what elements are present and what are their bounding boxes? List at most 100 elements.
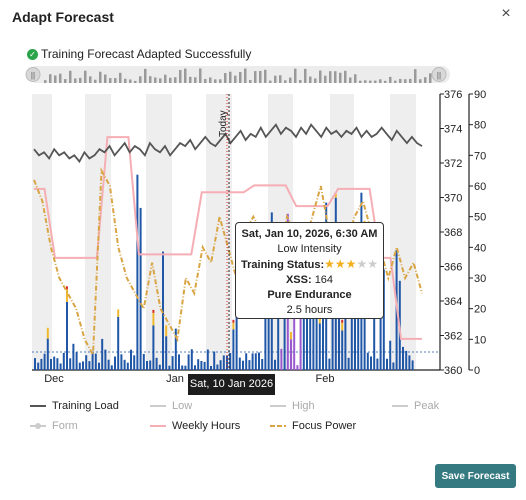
workout-bar[interactable] (283, 307, 286, 370)
workout-bar[interactable] (181, 365, 184, 371)
workout-bar[interactable] (386, 358, 388, 370)
workout-bar[interactable] (379, 291, 382, 370)
save-forecast-button[interactable]: Save Forecast (435, 464, 516, 488)
workout-bar[interactable] (117, 316, 120, 370)
workout-bar[interactable] (219, 360, 222, 370)
workout-bar[interactable] (101, 338, 104, 370)
workout-bar[interactable] (46, 338, 49, 370)
workout-bar[interactable] (376, 358, 379, 370)
workout-bar[interactable] (168, 365, 171, 370)
workout-bar[interactable] (75, 352, 78, 370)
workout-bar[interactable] (85, 355, 88, 370)
workout-bar[interactable] (72, 343, 75, 370)
workout-bar[interactable] (226, 355, 228, 370)
workout-bar[interactable] (238, 357, 241, 370)
workout-bar[interactable] (78, 362, 81, 370)
workout-bar[interactable] (411, 360, 414, 370)
legend-weekly-hours[interactable]: Weekly Hours (150, 420, 240, 432)
legend-form[interactable]: Form (30, 420, 78, 432)
workout-bar[interactable] (392, 362, 395, 371)
workout-bar[interactable] (405, 350, 408, 370)
workout-bar[interactable] (187, 354, 190, 370)
workout-bar[interactable] (280, 348, 283, 370)
workout-bar[interactable] (245, 353, 248, 370)
workout-bar[interactable] (190, 349, 193, 370)
workout-bar[interactable] (235, 307, 238, 370)
workout-bar[interactable] (402, 346, 404, 370)
workout-bar[interactable] (242, 360, 244, 370)
workout-bar[interactable] (146, 361, 148, 370)
workout-bar[interactable] (222, 355, 225, 370)
legend-high[interactable]: High (270, 400, 315, 412)
workout-bar[interactable] (357, 309, 360, 370)
workout-bar[interactable] (171, 356, 174, 370)
workout-bar[interactable] (158, 364, 161, 370)
workout-bar[interactable] (126, 362, 129, 370)
workout-bar[interactable] (88, 361, 91, 370)
workout-bar[interactable] (136, 174, 139, 370)
workout-bar[interactable] (120, 354, 123, 370)
workout-bar[interactable] (338, 303, 340, 370)
workout-bar[interactable] (149, 360, 152, 371)
workout-bar[interactable] (37, 362, 40, 370)
workout-bar[interactable] (248, 360, 251, 370)
workout-bar[interactable] (142, 354, 145, 370)
workout-bar[interactable] (382, 269, 385, 370)
workout-bar[interactable] (40, 358, 43, 370)
workout-bar[interactable] (267, 300, 270, 370)
close-icon[interactable]: × (501, 5, 511, 22)
workout-bar[interactable] (200, 361, 203, 370)
workout-bar[interactable] (98, 362, 100, 370)
workout-bar[interactable] (232, 329, 235, 370)
workout-bar[interactable] (341, 330, 344, 370)
workout-bar[interactable] (251, 353, 254, 370)
workout-bar[interactable] (216, 364, 219, 371)
workout-bar[interactable] (130, 349, 132, 370)
workout-bar[interactable] (94, 353, 97, 370)
workout-bar[interactable] (107, 359, 110, 370)
workout-bar[interactable] (56, 358, 59, 370)
workout-bar[interactable] (123, 359, 126, 370)
legend-low[interactable]: Low (150, 400, 192, 412)
workout-bar[interactable] (139, 207, 142, 370)
workout-bar[interactable] (104, 349, 107, 370)
workout-bar[interactable] (178, 354, 180, 370)
workout-bar[interactable] (290, 339, 292, 370)
workout-bar[interactable] (69, 358, 72, 370)
workout-bar[interactable] (318, 323, 321, 370)
workout-bar[interactable] (197, 359, 200, 370)
workout-bar[interactable] (184, 365, 187, 370)
workout-bar[interactable] (254, 353, 257, 370)
workout-bar[interactable] (213, 351, 216, 371)
workout-bar[interactable] (203, 361, 206, 370)
workout-bar[interactable] (62, 352, 65, 370)
workout-bar[interactable] (274, 359, 276, 370)
workout-bar[interactable] (229, 353, 232, 370)
workout-bar[interactable] (408, 355, 411, 370)
workout-bar[interactable] (133, 355, 136, 370)
navigator-right-handle[interactable] (431, 67, 447, 82)
workout-bar[interactable] (155, 357, 158, 370)
workout-bar[interactable] (43, 353, 46, 370)
workout-bar[interactable] (110, 365, 113, 370)
workout-bar[interactable] (59, 363, 62, 371)
workout-bar[interactable] (210, 366, 212, 370)
workout-bar[interactable] (174, 328, 177, 370)
workout-bar[interactable] (162, 251, 164, 370)
workout-bar[interactable] (66, 301, 68, 370)
legend-focus-power[interactable]: Focus Power (270, 420, 356, 432)
workout-bar[interactable] (347, 357, 350, 370)
workout-bar[interactable] (322, 316, 324, 371)
workout-bar[interactable] (50, 359, 52, 370)
workout-bar[interactable] (34, 358, 36, 370)
workout-bar[interactable] (296, 365, 299, 370)
workout-bar[interactable] (366, 352, 369, 370)
workout-bar[interactable] (82, 361, 84, 370)
workout-bar[interactable] (152, 325, 155, 371)
workout-bar[interactable] (53, 356, 56, 370)
workout-bar[interactable] (264, 318, 267, 370)
legend-training-load[interactable]: Training Load (30, 400, 119, 412)
workout-bar[interactable] (165, 336, 168, 370)
navigator[interactable]: || || (25, 66, 450, 83)
workout-bar[interactable] (258, 352, 260, 371)
